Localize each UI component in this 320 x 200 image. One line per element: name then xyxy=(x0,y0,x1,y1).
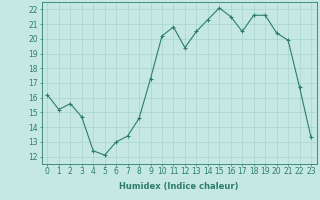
X-axis label: Humidex (Indice chaleur): Humidex (Indice chaleur) xyxy=(119,182,239,191)
